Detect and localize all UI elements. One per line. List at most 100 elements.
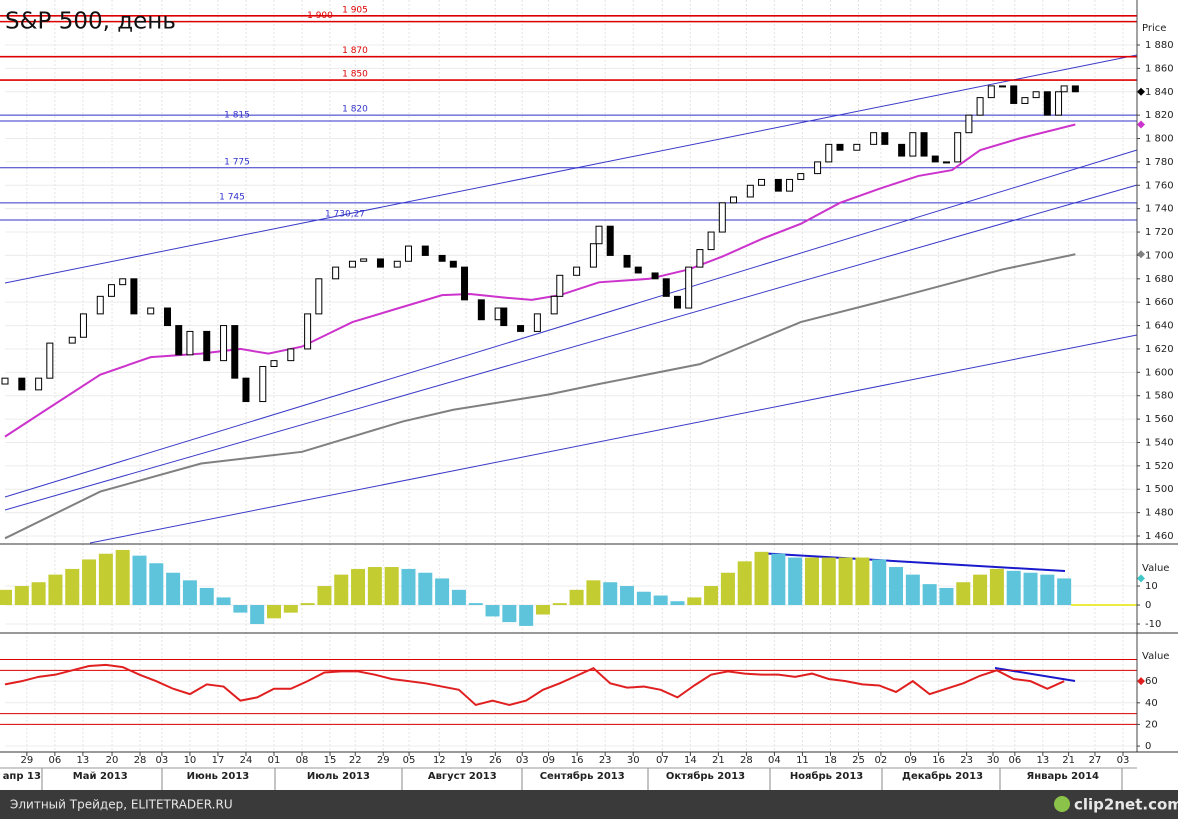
x-tick-label: 07 — [656, 755, 669, 766]
last-value-marker — [1137, 250, 1145, 259]
last-value-marker — [1137, 574, 1145, 583]
x-tick-label: 21 — [1062, 755, 1075, 766]
level-label: 1 900 — [307, 11, 333, 21]
histogram-bar — [418, 572, 433, 606]
candle — [517, 325, 525, 332]
candle — [651, 272, 659, 280]
y-tick-label: 1 540 — [1145, 437, 1174, 448]
trend-line — [4, 54, 1138, 284]
candle — [147, 307, 155, 315]
x-tick-label: 29 — [377, 755, 390, 766]
candle — [965, 114, 973, 134]
histogram-bar — [771, 553, 786, 606]
candle — [438, 254, 446, 262]
x-tick-label: 14 — [684, 755, 697, 766]
histogram-bar — [250, 605, 265, 625]
month-label: Июнь 2013 — [187, 771, 250, 782]
candle — [1032, 91, 1040, 99]
y-tick-label: 1 840 — [1145, 87, 1174, 98]
candle — [814, 161, 822, 175]
histogram-bar — [468, 603, 483, 606]
candle — [449, 260, 457, 268]
y-tick-label: 1 600 — [1145, 367, 1174, 378]
histogram-bar — [485, 605, 500, 617]
candle — [673, 295, 681, 309]
y-tick-label: 1 620 — [1145, 344, 1174, 355]
histogram-bar — [1023, 572, 1038, 606]
candle — [477, 299, 485, 321]
x-tick-label: 01 — [268, 755, 281, 766]
candle — [393, 260, 401, 268]
x-tick-label: 05 — [403, 755, 416, 766]
y-tick-label: 1 860 — [1145, 63, 1174, 74]
y-tick-label: 1 500 — [1145, 484, 1174, 495]
histogram-bar — [14, 586, 29, 606]
candle — [1021, 97, 1029, 104]
x-tick-label: 18 — [824, 755, 837, 766]
histogram-bar — [182, 580, 197, 606]
candle — [920, 132, 928, 157]
histogram-bar — [48, 574, 63, 606]
histogram-bar — [199, 587, 214, 606]
y-tick-label: 1 560 — [1145, 414, 1174, 425]
histogram-bar — [98, 553, 113, 606]
candle — [270, 360, 278, 367]
histogram-bar — [552, 603, 567, 606]
logo-icon — [1054, 796, 1070, 812]
candle — [662, 278, 670, 297]
y-tick-label: 0 — [1145, 600, 1151, 611]
x-tick-label: 29 — [20, 755, 33, 766]
x-tick-label: 09 — [904, 755, 917, 766]
histogram-bar — [754, 551, 769, 606]
candle — [696, 249, 704, 268]
level-label: 1 850 — [342, 70, 368, 80]
histogram-bar — [132, 555, 147, 606]
candle — [404, 245, 412, 262]
last-value-marker — [1137, 87, 1145, 96]
histogram-bar — [569, 589, 584, 606]
histogram-bar — [704, 586, 719, 606]
y-tick-label: 1 480 — [1145, 508, 1174, 519]
histogram-bar — [804, 557, 819, 606]
candle — [853, 143, 861, 151]
candle — [494, 307, 502, 321]
level-label: 1 730,27 — [325, 210, 365, 220]
histogram-bar — [872, 559, 887, 606]
candle — [164, 307, 172, 327]
level-label: 1 870 — [342, 46, 368, 56]
candle — [287, 348, 295, 362]
histogram-bar — [82, 559, 97, 606]
histogram-bar — [670, 601, 685, 606]
y-tick-label: 1 680 — [1145, 274, 1174, 285]
month-label: Август 2013 — [428, 771, 497, 782]
histogram-bar — [720, 572, 735, 606]
background — [0, 0, 1178, 790]
candle — [898, 143, 906, 157]
y-axis-label: Value — [1142, 651, 1169, 662]
y-tick-label: 1 780 — [1145, 157, 1174, 168]
candle — [461, 266, 469, 301]
histogram-bar — [266, 605, 281, 619]
x-tick-label: 13 — [77, 755, 90, 766]
candle — [18, 377, 26, 391]
y-tick-label: 1 460 — [1145, 531, 1174, 542]
y-tick-label: 1 720 — [1145, 227, 1174, 238]
trend-line — [4, 149, 1138, 498]
x-tick-label: 16 — [571, 755, 584, 766]
candle — [797, 173, 805, 180]
candle — [786, 178, 794, 192]
x-tick-label: 21 — [712, 755, 725, 766]
candle — [954, 132, 962, 163]
histogram-bar — [620, 586, 635, 606]
y-tick-label: 1 740 — [1145, 204, 1174, 215]
candle — [606, 225, 614, 256]
x-tick-label: 17 — [212, 755, 225, 766]
histogram-bar — [0, 589, 12, 606]
y-tick-label: 1 760 — [1145, 180, 1174, 191]
histogram-bar — [401, 568, 416, 606]
logo-text[interactable]: clip2net.com — [1074, 796, 1178, 814]
candle — [203, 330, 211, 362]
frame — [0, 0, 1178, 769]
candle — [623, 254, 631, 268]
